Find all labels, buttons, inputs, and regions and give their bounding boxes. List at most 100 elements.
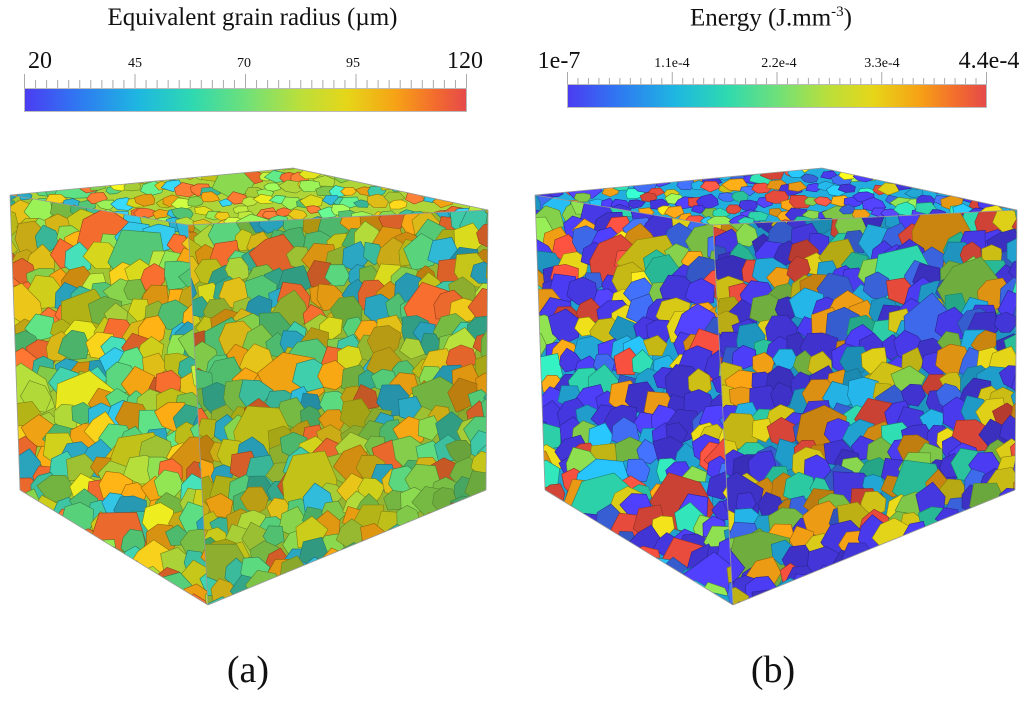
grain [603,168,620,170]
grain [782,152,797,163]
grain [44,541,74,570]
grain [840,168,861,174]
grain [416,542,442,566]
grain [491,507,498,537]
panel-a: Equivalent grain radius (µm) 20 45 70 95… [0,0,505,704]
grain [920,173,940,185]
grain [573,192,591,203]
grain [726,150,748,159]
grain [399,521,430,547]
grain [439,516,477,550]
grain [943,175,963,186]
grain [544,540,613,603]
grain [492,237,498,269]
grain [205,586,208,605]
grain [229,159,243,168]
grain [485,157,498,167]
grain [245,598,281,605]
grain [788,591,827,605]
grain [958,555,987,590]
grain [10,182,23,194]
grain [340,168,367,182]
grain [800,574,835,605]
grain [643,335,668,357]
grain [575,168,622,187]
grain [236,213,273,225]
grain [449,552,488,603]
grain [32,168,53,173]
grain [535,180,540,192]
grain [846,594,874,605]
grain [305,576,332,601]
grain [725,204,742,215]
grain [471,512,488,540]
grain [980,181,1006,206]
grain [482,554,488,585]
grain [142,596,176,605]
grain [982,582,1004,605]
grain [66,559,99,593]
grain [629,580,657,605]
grain [10,368,15,401]
grain [263,182,281,192]
grain [594,172,618,185]
grain [977,595,1013,605]
grain [13,564,40,585]
grain [1004,150,1027,155]
grain [1006,235,1017,269]
grain [713,168,731,175]
grain [434,166,467,197]
grain [259,591,298,605]
grain [606,169,630,188]
grain [585,150,606,161]
grain [141,580,165,604]
grain [1000,525,1017,556]
grain [388,150,411,161]
grain [108,596,136,605]
grain [493,419,498,445]
grain [393,168,409,174]
grain [699,180,722,193]
grain [1016,220,1017,251]
grain [133,208,155,219]
grain [993,311,1016,333]
tick-label: 1.1e-4 [654,56,690,71]
grain [935,152,952,162]
cube-edge [1014,209,1018,491]
grain [1016,206,1017,218]
grain [433,543,459,570]
cube-edge [534,167,823,196]
grain [483,577,488,605]
grain [591,542,628,575]
grain [537,179,562,194]
grain [539,195,571,197]
grain [492,525,498,555]
grain [365,159,381,167]
grain [239,155,260,168]
grain [977,152,1000,162]
grain [441,502,475,533]
grain [573,174,594,188]
grain [884,168,900,174]
grain [398,601,430,605]
grain [535,318,539,356]
grain [419,529,443,555]
grain [268,578,293,603]
tick-label: 20 [28,48,52,74]
grain [732,601,760,605]
grain [940,577,963,605]
cube-edge [9,167,294,196]
grain [476,597,488,605]
grain [535,502,540,555]
grain [593,528,617,554]
grain [1019,184,1027,194]
grain [62,168,79,174]
grain [609,545,632,572]
grain [535,514,565,584]
grain [195,168,222,175]
grain [578,150,597,156]
grain [397,168,415,181]
grain [536,150,554,158]
grain [957,514,987,537]
grain [573,159,589,167]
